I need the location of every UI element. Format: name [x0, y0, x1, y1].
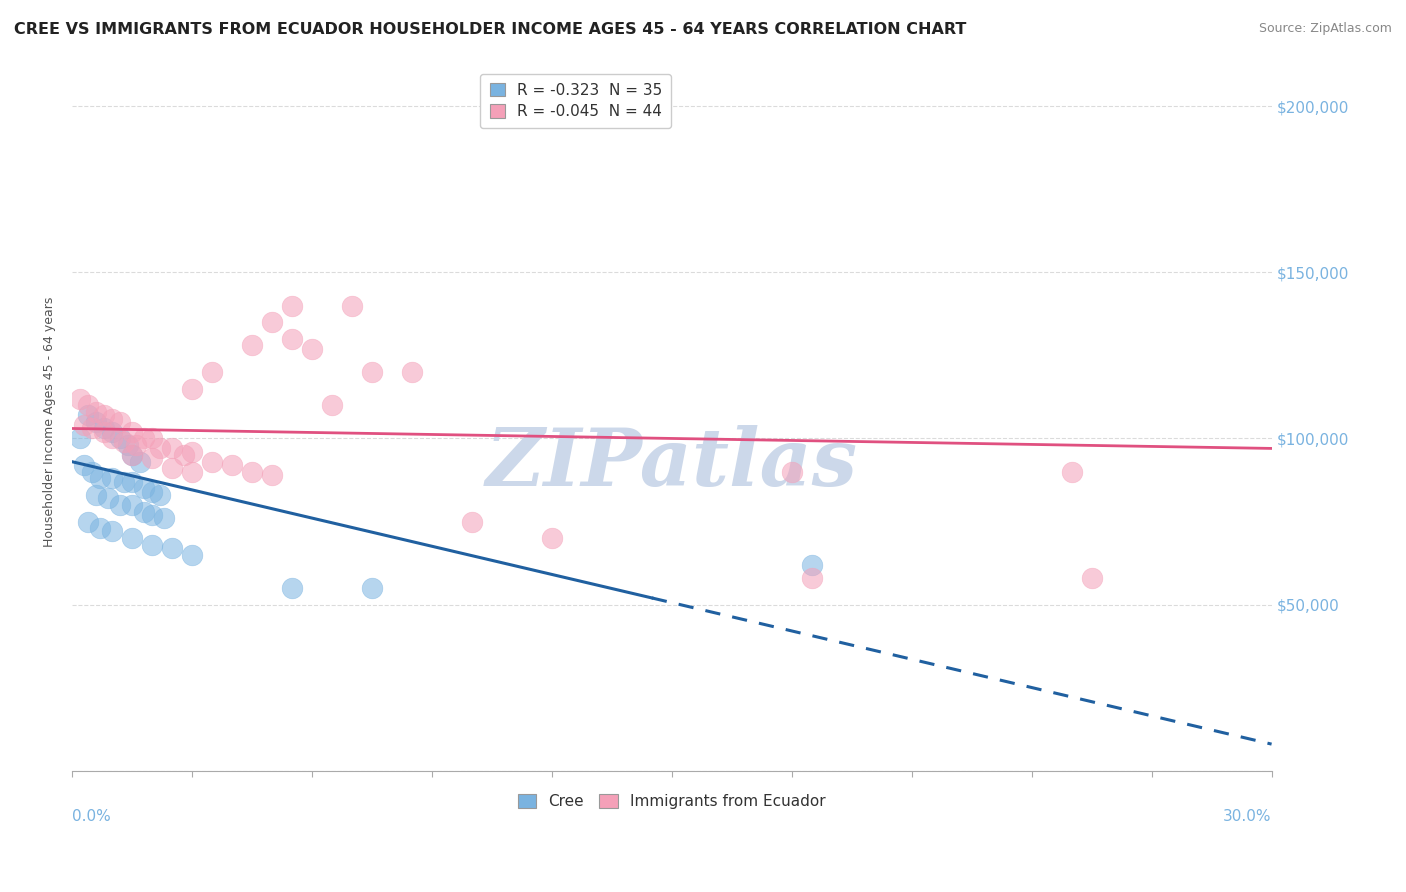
Point — [89, 521, 111, 535]
Point — [160, 461, 183, 475]
Point — [181, 382, 204, 396]
Point — [73, 418, 96, 433]
Point — [117, 438, 139, 452]
Point — [121, 448, 143, 462]
Point — [80, 421, 103, 435]
Point — [132, 504, 155, 518]
Point — [121, 425, 143, 439]
Point — [101, 432, 124, 446]
Point — [221, 458, 243, 472]
Point — [149, 488, 172, 502]
Point — [361, 365, 384, 379]
Text: CREE VS IMMIGRANTS FROM ECUADOR HOUSEHOLDER INCOME AGES 45 - 64 YEARS CORRELATIO: CREE VS IMMIGRANTS FROM ECUADOR HOUSEHOL… — [14, 22, 966, 37]
Point — [77, 408, 100, 422]
Point — [112, 434, 135, 449]
Point — [108, 415, 131, 429]
Text: 0.0%: 0.0% — [72, 809, 111, 824]
Point — [101, 411, 124, 425]
Point — [141, 432, 163, 446]
Point — [1080, 571, 1102, 585]
Text: ZIPatlas: ZIPatlas — [486, 425, 858, 502]
Point — [281, 581, 304, 595]
Point — [69, 432, 91, 446]
Point — [84, 415, 107, 429]
Point — [281, 299, 304, 313]
Point — [108, 432, 131, 446]
Point — [301, 342, 323, 356]
Point — [80, 465, 103, 479]
Point — [89, 471, 111, 485]
Legend: Cree, Immigrants from Ecuador: Cree, Immigrants from Ecuador — [512, 789, 832, 815]
Point — [281, 332, 304, 346]
Point — [181, 465, 204, 479]
Point — [132, 481, 155, 495]
Point — [461, 515, 484, 529]
Point — [112, 475, 135, 489]
Point — [93, 421, 115, 435]
Text: 30.0%: 30.0% — [1223, 809, 1271, 824]
Point — [401, 365, 423, 379]
Point — [84, 405, 107, 419]
Point — [121, 531, 143, 545]
Point — [181, 548, 204, 562]
Point — [321, 398, 343, 412]
Point — [84, 488, 107, 502]
Point — [160, 541, 183, 555]
Point — [141, 538, 163, 552]
Point — [132, 432, 155, 446]
Point — [77, 515, 100, 529]
Point — [93, 425, 115, 439]
Point — [93, 408, 115, 422]
Point — [541, 531, 564, 545]
Point — [1060, 465, 1083, 479]
Point — [121, 448, 143, 462]
Point — [160, 442, 183, 456]
Point — [121, 498, 143, 512]
Point — [260, 315, 283, 329]
Point — [260, 468, 283, 483]
Text: Source: ZipAtlas.com: Source: ZipAtlas.com — [1258, 22, 1392, 36]
Point — [129, 455, 152, 469]
Point — [73, 458, 96, 472]
Y-axis label: Householder Income Ages 45 - 64 years: Householder Income Ages 45 - 64 years — [44, 297, 56, 547]
Point — [69, 392, 91, 406]
Point — [361, 581, 384, 595]
Point — [153, 511, 176, 525]
Point — [101, 524, 124, 539]
Point — [780, 465, 803, 479]
Point — [240, 338, 263, 352]
Point — [201, 365, 224, 379]
Point — [800, 558, 823, 572]
Point — [181, 444, 204, 458]
Point — [800, 571, 823, 585]
Point — [141, 508, 163, 522]
Point — [97, 491, 120, 506]
Point — [77, 398, 100, 412]
Point — [340, 299, 363, 313]
Point — [201, 455, 224, 469]
Point — [101, 471, 124, 485]
Point — [149, 442, 172, 456]
Point — [108, 498, 131, 512]
Point — [173, 448, 195, 462]
Point — [125, 438, 148, 452]
Point — [141, 484, 163, 499]
Point — [141, 451, 163, 466]
Point — [240, 465, 263, 479]
Point — [121, 475, 143, 489]
Point — [101, 425, 124, 439]
